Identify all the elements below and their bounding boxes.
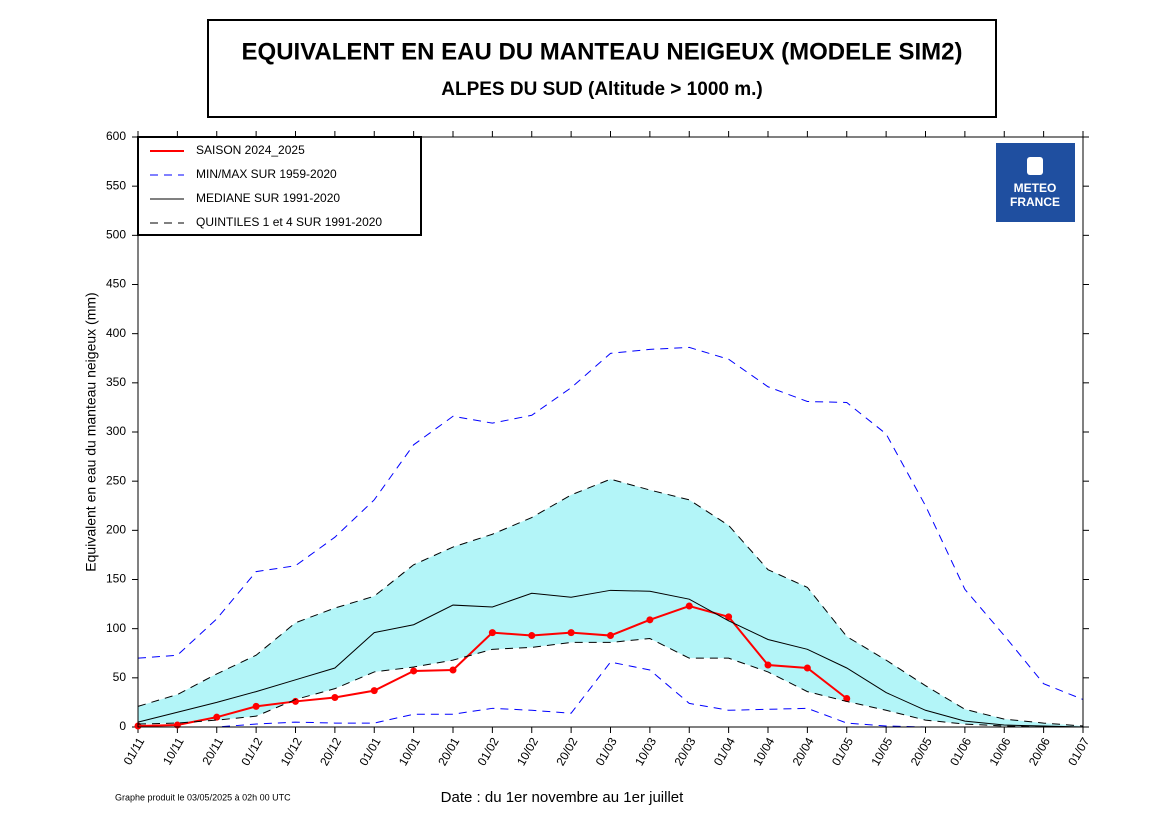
plot-frame	[137, 136, 1084, 728]
y-tick-label: 300	[106, 424, 126, 438]
chart-title: EQUIVALENT EN EAU DU MANTEAU NEIGEUX (MO…	[242, 38, 963, 65]
legend-label: SAISON 2024_2025	[196, 143, 305, 157]
y-tick-label: 350	[106, 375, 126, 389]
y-tick-label: 450	[106, 277, 126, 291]
x-tick-label: 20/12	[317, 735, 344, 768]
series-line	[137, 346, 1084, 700]
legend-label: MIN/MAX SUR 1959-2020	[196, 167, 337, 181]
x-tick-label: 10/02	[514, 735, 541, 768]
logo-text: METEO	[1014, 181, 1057, 195]
x-tick-label: 20/11	[199, 735, 226, 768]
x-tick-label: 01/03	[593, 735, 620, 768]
y-tick-label: 400	[106, 326, 126, 340]
x-tick-label: 01/05	[829, 735, 856, 768]
x-tick-label: 20/05	[908, 735, 935, 768]
legend-label: QUINTILES 1 et 4 SUR 1991-2020	[196, 215, 382, 229]
x-tick-label: 01/02	[475, 735, 502, 768]
series-marker	[567, 629, 575, 637]
x-tick-label: 20/04	[790, 735, 817, 768]
x-tick-label: 10/05	[868, 735, 895, 768]
logo-icon	[1027, 157, 1043, 175]
series-marker	[725, 613, 733, 621]
series-marker	[843, 694, 851, 702]
logo	[996, 143, 1075, 222]
series-marker	[331, 694, 339, 701]
y-tick-label: 600	[106, 129, 126, 143]
series-marker	[803, 664, 811, 672]
x-tick-label: 10/11	[160, 735, 187, 768]
y-tick-label: 150	[106, 572, 126, 586]
series-marker	[685, 602, 693, 610]
legend-box	[137, 136, 422, 236]
x-tick-label: 20/06	[1026, 735, 1053, 768]
x-tick-label: 01/12	[238, 735, 265, 768]
quintile-band	[138, 479, 1083, 727]
x-tick-label: 01/07	[1065, 735, 1092, 768]
logo-text: FRANCE	[1010, 195, 1060, 209]
legend-label: MEDIANE SUR 1991-2020	[196, 191, 340, 205]
series-marker	[370, 687, 378, 695]
x-tick-label: 01/01	[356, 735, 383, 768]
y-tick-label: 200	[106, 523, 126, 537]
chart-subtitle: ALPES DU SUD (Altitude > 1000 m.)	[441, 79, 762, 100]
x-tick-label: 10/12	[278, 735, 305, 768]
series-line	[137, 589, 1084, 728]
x-tick-label: 01/06	[947, 735, 974, 768]
series-marker	[213, 713, 221, 721]
y-tick-label: 550	[106, 178, 126, 192]
footer: Graphe produit le 03/05/2025 à 02h 00 UT…	[115, 792, 291, 802]
x-tick-label: 10/01	[396, 735, 423, 768]
y-tick-label: 250	[106, 473, 126, 487]
y-tick-label: 0	[119, 719, 126, 733]
y-tick-label: 50	[113, 670, 127, 684]
series-marker	[252, 702, 260, 710]
title-box	[207, 19, 997, 118]
x-tick-label: 20/01	[435, 735, 462, 768]
x-tick-label: 10/06	[986, 735, 1013, 768]
y-tick-label: 100	[106, 621, 126, 635]
series-marker	[646, 616, 654, 624]
series-marker	[607, 632, 614, 640]
x-tick-label: 10/04	[750, 735, 777, 768]
series-marker	[449, 666, 457, 674]
series-marker	[410, 667, 418, 675]
series-marker	[488, 629, 496, 637]
y-axis-label: Equivalent en eau du manteau neigeux (mm…	[83, 292, 99, 571]
x-tick-label: 01/04	[711, 735, 738, 768]
x-tick-label: 20/03	[671, 735, 698, 768]
x-tick-label: 10/03	[632, 735, 659, 768]
series-marker	[528, 632, 536, 640]
y-tick-label: 500	[106, 228, 126, 242]
x-tick-label: 20/02	[553, 735, 580, 768]
series-marker	[764, 661, 772, 669]
x-axis-label: Date : du 1er novembre au 1er juillet	[441, 789, 684, 806]
series-line	[137, 478, 1084, 727]
series-line	[137, 637, 1083, 728]
x-tick-label: 01/11	[121, 735, 148, 768]
